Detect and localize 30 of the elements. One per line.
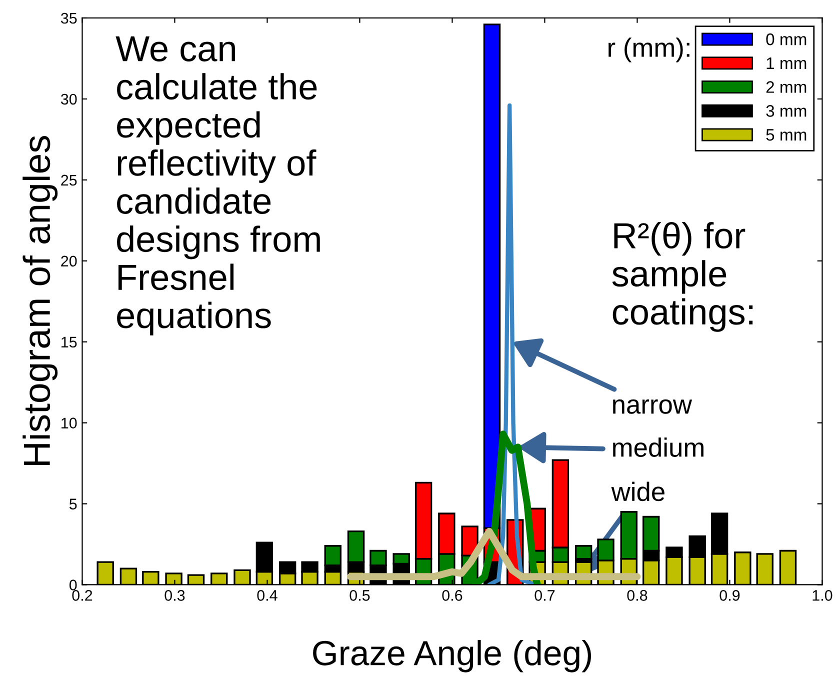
y-tick-label: 0 — [69, 580, 77, 590]
x-tick-label: 0.2 — [72, 590, 92, 601]
y-tick-label: 25 — [61, 174, 77, 186]
legend-label: 1 mm — [766, 57, 806, 69]
x-tick-label: 0.7 — [534, 590, 555, 601]
legend-label: 2 mm — [766, 81, 806, 93]
x-tick-label: 0.9 — [720, 590, 740, 601]
legend-label: 0 mm — [766, 33, 806, 46]
y-tick-label: 30 — [60, 94, 77, 105]
y-tick-label: 20 — [61, 256, 77, 267]
legend-label: 5 mm — [766, 129, 806, 141]
y-tick-label: 5 — [69, 498, 77, 510]
annotation: narrow — [613, 399, 692, 414]
y-tick-label: 35 — [60, 12, 77, 24]
x-tick-label: 1.0 — [812, 590, 832, 601]
annotation: We can calculate the expected reflectivity of candidate designs from Fresnel equations — [116, 36, 320, 336]
x-tick-label: 0.8 — [627, 590, 648, 601]
x-tick-label: 0.3 — [164, 590, 185, 601]
legend-title: r (mm): — [608, 38, 690, 62]
x-tick-label: 0.6 — [442, 590, 462, 601]
x-axis-title: Graze Angle (deg) — [313, 640, 591, 672]
annotation: R²(θ) for sample coatings: — [612, 222, 753, 332]
y-tick-label: 10 — [62, 418, 77, 428]
x-tick-label: 0.5 — [350, 590, 370, 601]
annotation: medium — [613, 438, 704, 457]
x-tick-label: 0.4 — [257, 590, 278, 601]
y-axis-title: Histogram of angles — [22, 136, 58, 466]
y-tick-label: 15 — [62, 336, 77, 348]
annotation: wide — [611, 482, 664, 502]
legend-label: 3 mm — [766, 105, 806, 117]
